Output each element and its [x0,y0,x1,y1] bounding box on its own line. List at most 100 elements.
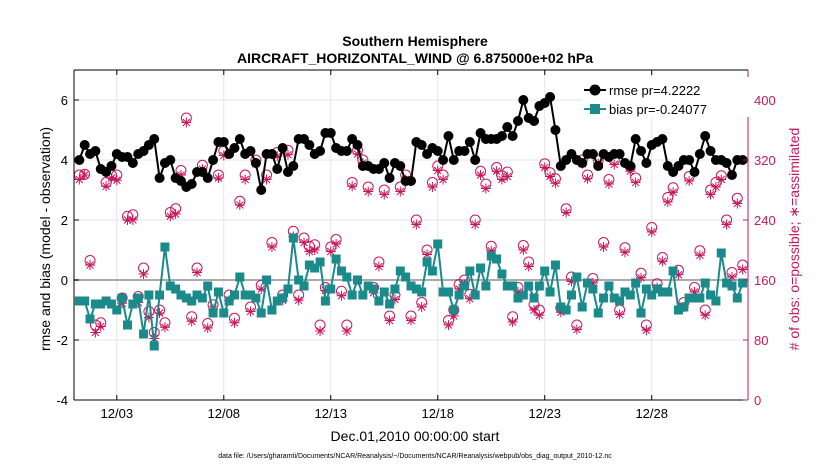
rmse-point [507,131,518,141]
bias-point [427,266,437,276]
obs-assimilated-point [432,165,443,176]
legend-rmse-marker [589,84,601,96]
bias-point [369,284,379,294]
rmse-point [304,140,315,150]
chart-subtitle: AIRCRAFT_HORIZONTAL_WIND @ 6.875000e+02 … [237,50,593,66]
obs-assimilated-point [293,295,304,306]
bias-point [310,263,320,273]
rmse-point [512,116,523,126]
x-tick-label: 12/23 [528,406,561,421]
x-axis-ticks: 12/03 12/08 12/13 12/18 12/23 12/28 [101,70,668,421]
obs-assimilated-point [662,197,673,207]
bias-point [513,293,523,303]
rmse-point [636,146,647,156]
bias-point [684,293,694,303]
bias-point [732,293,742,303]
bias-point [192,290,202,300]
obs-assimilated-point [416,302,427,312]
rmse-point [186,179,197,189]
bias-point [524,281,534,291]
bias-point [497,269,507,279]
rmse-point [684,155,695,165]
obs-assimilated-point [438,174,449,185]
obs-assimilated-point [454,284,465,294]
obs-assimilated-point [464,293,475,304]
x-tick-label: 12/03 [101,406,134,421]
obs-assimilated-point [561,207,572,218]
bias-series [74,233,748,351]
obs-assimilated-point [229,317,240,328]
bias-point [278,293,288,303]
obs-assimilated-point [411,219,422,230]
obs-assimilated-point [636,272,647,283]
obs-assimilated-point [598,242,609,252]
obs-assimilated-point [363,186,374,197]
bias-point [657,287,667,297]
obs-assimilated-point [705,189,716,200]
obs-assimilated-point [282,149,293,160]
rmse-point [502,122,513,132]
obs-assimilated-point [154,308,165,318]
rmse-point [496,131,507,141]
obs-assimilated-point [480,183,491,194]
y-tick-label: 4 [61,153,68,168]
obs-assimilated-point [491,166,502,177]
bias-point [128,299,138,309]
rmse-point [266,149,277,159]
rmse-point [689,167,700,177]
bias-point [663,287,673,297]
rmse-point [315,146,326,156]
obs-assimilated-point [373,261,384,272]
bias-point [353,275,363,285]
obs-assimilated-point [117,298,128,309]
obs-assimilated-point [700,310,711,321]
bias-point [727,281,737,291]
obs-assimilated-point [122,215,133,225]
right-tick-label: 0 [754,393,761,408]
bias-point [706,290,716,300]
bias-point [117,293,127,303]
obs-assimilated-point [470,219,481,230]
obs-assimilated-point [406,315,416,326]
legend-box [582,77,752,117]
rmse-point [625,161,636,171]
bias-point [96,299,106,309]
obs-assimilated-point [512,287,523,297]
rmse-point [438,155,449,165]
obs-assimilated-point [582,173,593,184]
obs-assimilated-point [95,321,106,332]
bias-point [251,293,261,303]
bias-point [336,266,346,276]
rmse-point [127,158,138,168]
obs-assimilated-point [315,326,326,336]
rmse-point [726,170,737,180]
bias-point [625,290,635,300]
y-tick-label: 6 [61,93,68,108]
bias-point [722,278,732,288]
chart-title: Southern Hemisphere [342,33,488,49]
bias-point [283,284,293,294]
bias-point [470,290,480,300]
rmse-point [545,92,556,102]
bias-point [700,278,710,288]
rmse-point [149,134,160,144]
bias-point [385,299,395,309]
bias-point [411,284,421,294]
plot-background [74,70,748,400]
bias-point [508,281,518,291]
bias-point [502,281,512,291]
obs-assimilated-point [266,242,277,252]
bias-point [262,275,272,285]
bias-point [224,296,234,306]
bias-point [556,302,566,312]
rmse-point [518,95,529,105]
bias-point [636,308,646,318]
rmse-point [406,176,416,186]
data-file-footnote: data file: /Users/gharamti/Documents/NCA… [218,453,612,460]
obs-assimilated-point [475,170,486,180]
bias-point [588,284,598,294]
bias-point [550,260,560,270]
bias-point [347,290,357,300]
obs-assimilated-point [138,269,149,279]
